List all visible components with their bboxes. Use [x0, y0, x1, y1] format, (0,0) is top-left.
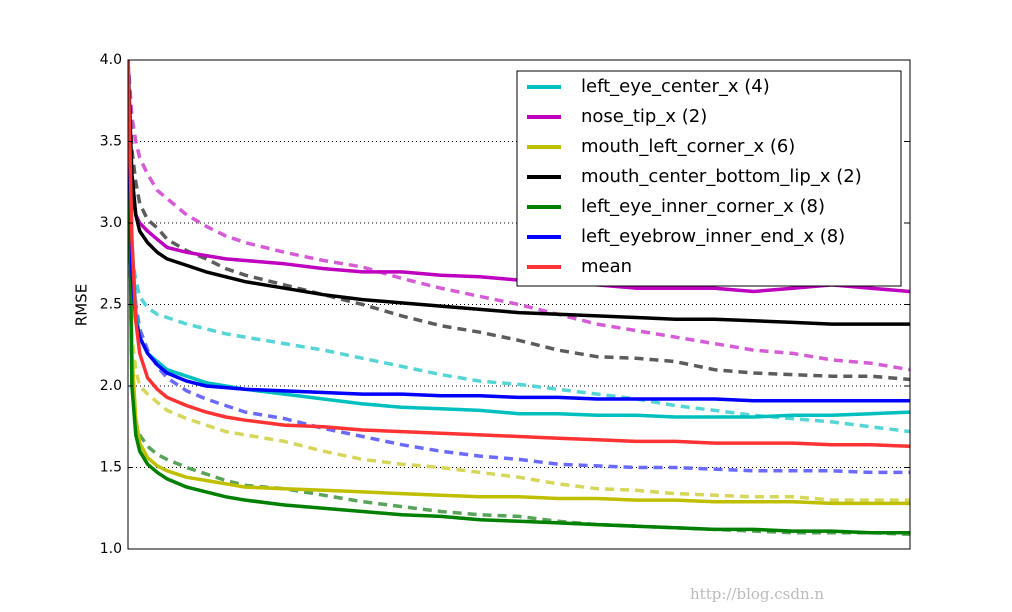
- line: [128, 60, 910, 294]
- legend-label: left_eye_inner_corner_x (8): [581, 196, 825, 217]
- legend-label: nose_tip_x (2): [581, 106, 707, 127]
- dashed-line: [128, 60, 910, 382]
- line: [128, 60, 910, 449]
- legend-box: [516, 70, 902, 287]
- legend: left_eye_center_x (4) nose_tip_x (2) mouth…: [516, 70, 902, 287]
- legend-label: mouth_left_corner_x (6): [581, 136, 795, 157]
- y-axis: 1.0 1.5 2.0 2.5 3.0 3.5 4.0: [100, 52, 910, 557]
- legend-label: mouth_center_bottom_lip_x (2): [581, 166, 862, 187]
- y-tick-label: 3.0: [100, 215, 122, 231]
- line: [128, 60, 910, 326]
- y-axis-label: RMSE: [73, 284, 91, 326]
- line: [128, 60, 910, 535]
- dashed-line: [128, 60, 910, 502]
- y-tick-label: 1.5: [100, 460, 122, 476]
- plot-lines: [128, 60, 910, 537]
- y-tick-label: 3.5: [100, 134, 122, 150]
- y-tick-label: 2.0: [100, 378, 122, 394]
- line: [128, 60, 910, 506]
- line: [128, 60, 910, 403]
- dashed-line: [128, 60, 910, 537]
- legend-label: left_eyebrow_inner_end_x (8): [581, 226, 845, 247]
- legend-label: left_eye_center_x (4): [581, 76, 770, 97]
- y-tick-label: 2.5: [100, 297, 122, 313]
- dashed-line: [128, 60, 910, 434]
- watermark: http://blog.csdn.n: [690, 585, 824, 603]
- y-tick-label: 4.0: [100, 52, 122, 68]
- legend-label: mean: [581, 256, 632, 277]
- y-tick-label: 1.0: [100, 541, 122, 557]
